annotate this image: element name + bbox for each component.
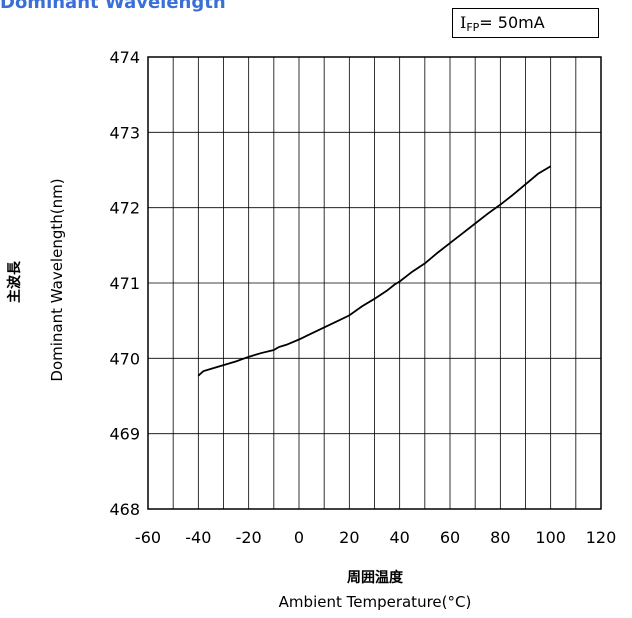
x-tick-label: -60 xyxy=(135,528,161,547)
y-axis-label-jp: 主波長 xyxy=(7,261,23,303)
x-tick-label: 40 xyxy=(389,528,409,547)
y-tick-label: 472 xyxy=(109,199,140,218)
condition-symbol: I xyxy=(460,13,467,32)
series-line xyxy=(197,165,552,377)
x-tick-label: 0 xyxy=(294,528,304,547)
y-tick-label: 469 xyxy=(109,425,140,444)
x-tick-label: 60 xyxy=(440,528,460,547)
y-tick-labels: 474 473 472 471 470 469 468 xyxy=(109,48,140,519)
x-tick-label: 20 xyxy=(339,528,359,547)
condition-value: = 50mA xyxy=(479,13,545,32)
x-tick-label: 80 xyxy=(490,528,510,547)
x-tick-label: -20 xyxy=(236,528,262,547)
y-axis-label: Dominant Wavelength(nm) xyxy=(48,178,66,382)
y-tick-label: 468 xyxy=(109,500,140,519)
y-tick-label: 471 xyxy=(109,274,140,293)
grid-lines xyxy=(148,57,601,509)
plot-frame xyxy=(147,56,602,510)
x-tick-label: -40 xyxy=(185,528,211,547)
y-tick-label: 470 xyxy=(109,349,140,368)
x-axis-label: Ambient Temperature(°C) xyxy=(278,593,472,611)
chart-title: Dominant Wavelength xyxy=(0,0,226,13)
y-tick-label: 473 xyxy=(109,123,140,142)
x-axis-label-jp: 周囲温度 xyxy=(347,570,403,586)
x-tick-label: 120 xyxy=(586,528,617,547)
y-tick-label: 474 xyxy=(109,48,140,67)
condition-box: IFP= 50mA xyxy=(452,8,599,38)
x-tick-label: 100 xyxy=(535,528,566,547)
x-tick-labels: -60 -40 -20 0 20 40 60 80 100 120 xyxy=(135,528,616,547)
condition-subscript: FP xyxy=(466,21,480,34)
